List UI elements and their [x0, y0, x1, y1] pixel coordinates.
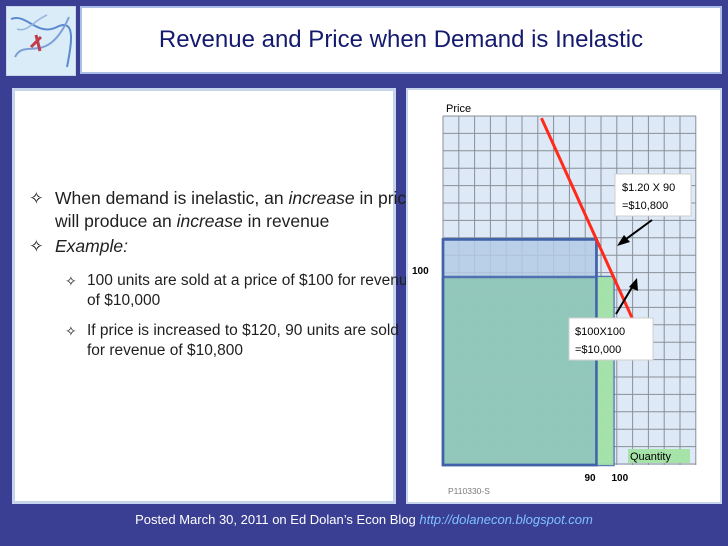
x-axis-label-background	[628, 449, 690, 463]
sub-bullet-text: If price is increased to $120, 90 units …	[87, 322, 399, 359]
footer-text: Posted March 30, 2011 on Ed Dolan’s Econ…	[135, 512, 420, 527]
diamond-bullet-icon: ✧	[65, 273, 77, 289]
bullet-item-inelastic: ✧ When demand is inelastic, an increase …	[29, 187, 421, 233]
revenue-rect-old-price	[441, 275, 615, 467]
blog-link[interactable]: http://dolanecon.blogspot.com	[419, 512, 593, 527]
bullet-emphasis: increase	[288, 188, 355, 208]
y-tick-label: 100	[412, 266, 429, 277]
lost-quantity-strip	[596, 277, 614, 465]
content-panel: ✧ When demand is inelastic, an increase …	[12, 88, 416, 504]
x-tick-label: 90	[584, 473, 596, 484]
annotation-box-old-revenue	[568, 317, 654, 361]
sub-bullet-text: 100 units are sold at a price of $100 fo…	[87, 272, 417, 309]
y-axis-label: Price	[446, 103, 471, 115]
annotation-arrow	[621, 219, 653, 243]
bullet-text-part: in revenue	[242, 211, 330, 231]
logo-image	[7, 7, 75, 75]
sub-bullet-item: ✧ If price is increased to $120, 90 unit…	[65, 321, 417, 361]
diamond-bullet-icon: ✧	[29, 236, 44, 256]
logo	[6, 6, 76, 76]
annotation-text: $1.20 X 90	[622, 182, 675, 194]
demand-curve-line	[540, 117, 637, 327]
x-axis-label: Quantity	[630, 451, 671, 463]
annotation-arrow	[615, 283, 635, 315]
annotation-text: =$10,800	[622, 200, 668, 212]
diamond-bullet-icon: ✧	[65, 323, 77, 339]
chart-panel: Price Quantity 100 90 100 $1.20 X 90 =$10,800 $…	[406, 88, 722, 504]
slide-title: Revenue and Price when Demand is Inelast…	[158, 26, 644, 53]
source-code-label: P110330-S	[448, 486, 490, 496]
footer: Posted March 30, 2011 on Ed Dolan’s Econ…	[0, 512, 728, 527]
bullet-emphasis: increase	[176, 211, 243, 231]
bullet-text-part: When demand is inelastic, an	[55, 188, 289, 208]
annotation-box-new-revenue	[614, 173, 692, 217]
bullet-text-part: in price will produce an	[55, 188, 416, 231]
bullet-item-example: ✧ Example:	[29, 235, 421, 258]
x-tick-label: 100	[612, 473, 629, 484]
annotation-text: $100X100	[575, 326, 625, 338]
arrowhead-icon	[617, 235, 630, 246]
arrowhead-icon	[629, 278, 638, 291]
bullet-text: Example:	[55, 236, 128, 256]
sub-bullet-item: ✧ 100 units are sold at a price of $100 …	[65, 271, 417, 311]
diamond-bullet-icon: ✧	[29, 188, 44, 208]
title-bar: Revenue and Price when Demand is Inelast…	[80, 6, 722, 74]
annotation-text: =$10,000	[575, 344, 621, 356]
